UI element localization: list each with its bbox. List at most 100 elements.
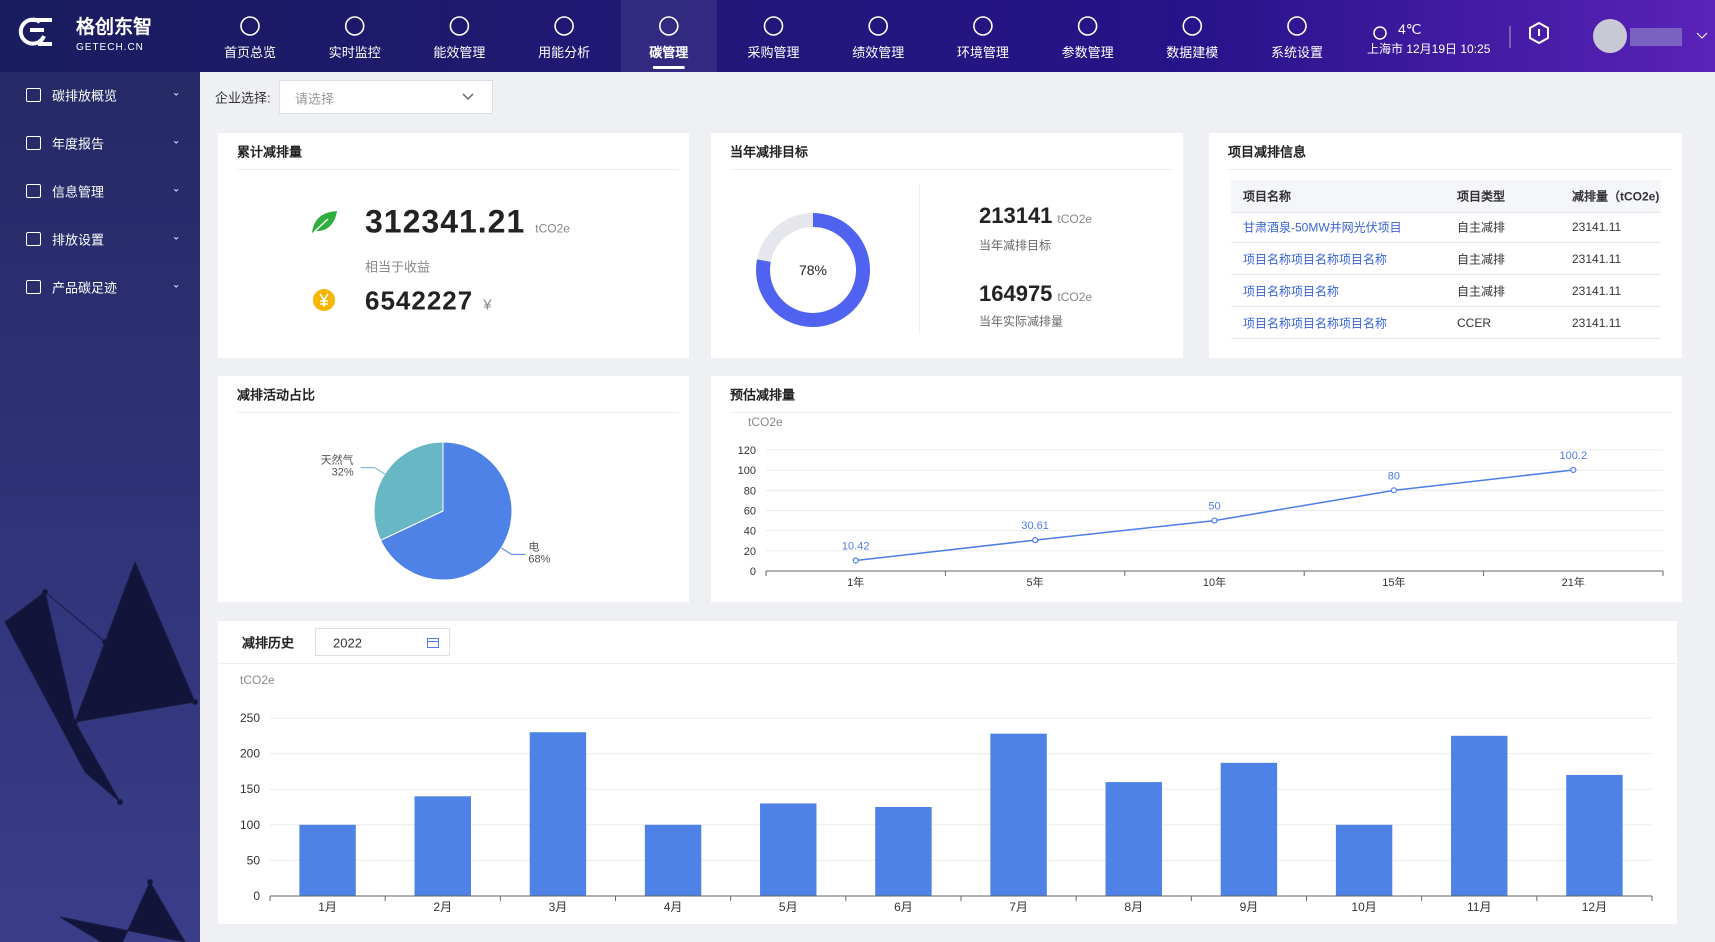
project-link[interactable]: 项目名称项目名称项目名称 xyxy=(1243,252,1388,267)
nav-icon xyxy=(658,16,679,36)
user-chevron[interactable] xyxy=(1696,32,1708,39)
separator xyxy=(730,412,1672,413)
line-point xyxy=(1211,517,1218,524)
line-point xyxy=(1570,466,1577,474)
x-tick-label: 6月 xyxy=(894,900,913,914)
bar xyxy=(644,824,702,896)
x-tick-label: 1月 xyxy=(318,900,337,914)
x-tick-label: 3月 xyxy=(549,900,568,914)
nav-item[interactable]: 能效管理 xyxy=(433,16,485,60)
nav-label: 参数管理 xyxy=(1062,45,1114,60)
sidebar-chevron: ⌄ xyxy=(172,279,181,291)
card-title: 减排活动占比 xyxy=(237,387,316,403)
weather-icon xyxy=(1373,26,1387,40)
bar xyxy=(1451,735,1508,896)
sidebar-item[interactable]: 排放设置 ⌄ xyxy=(0,219,200,259)
bar xyxy=(1566,774,1623,896)
y-tick-label: 60 xyxy=(744,506,756,518)
pie-category: 天然气 xyxy=(321,453,354,467)
y-tick-label: 50 xyxy=(247,853,261,867)
table-header-bg xyxy=(1231,180,1661,213)
x-tick-label: 10月 xyxy=(1351,900,1376,914)
x-tick-label: 11月 xyxy=(1467,900,1491,914)
nav-label: 实时监控 xyxy=(329,45,381,60)
year-picker[interactable]: 2022 xyxy=(315,628,450,656)
nav-item[interactable]: 实时监控 xyxy=(329,16,381,60)
card-title: 项目减排信息 xyxy=(1228,144,1307,160)
row-border xyxy=(1231,306,1661,307)
sidebar-item[interactable]: 年度报告 ⌄ xyxy=(0,123,200,163)
projects-card: 项目减排信息 项目名称 项目类型 减排量（tCO2e) 甘肃酒泉-50MW并网光伏项目… xyxy=(1209,133,1682,358)
header-bg xyxy=(0,0,1715,72)
sidebar-icon xyxy=(26,184,41,198)
table-cell: 自主减排 xyxy=(1457,220,1506,235)
sidebar: 碳排放概览 ⌄ 年度报告 ⌄ 信息管理 ⌄ 排放设置 ⌄ 产品碳足迹 ⌄ xyxy=(0,72,200,942)
x-tick-label: 4月 xyxy=(664,900,683,914)
row-border xyxy=(1231,274,1661,275)
nav-item[interactable]: 用能分析 xyxy=(538,16,590,60)
avatar[interactable] xyxy=(1593,19,1627,53)
line-chart: tCO2e 0 20 40 60 80 100 120 10.42 30.61 50 80 100.2 1… xyxy=(738,415,1664,589)
nav-label: 碳管理 xyxy=(649,45,688,60)
nav-item[interactable]: 数据建模 xyxy=(1166,16,1218,60)
filter-label: 企业选择: xyxy=(215,90,271,106)
unit: tCO2e xyxy=(535,221,570,236)
x-tick-label: 5年 xyxy=(1027,575,1044,589)
sidebar-item[interactable]: 产品碳足迹 ⌄ xyxy=(0,267,200,307)
pie-value-label: 68% xyxy=(528,553,550,565)
nav-item[interactable]: 采购管理 xyxy=(747,16,800,60)
nav-icon xyxy=(1287,16,1307,36)
bar xyxy=(875,807,932,896)
actual-value: 164975 xyxy=(979,281,1053,306)
projects-table: 项目名称 项目类型 减排量（tCO2e) 甘肃酒泉-50MW并网光伏项目 自主减排 231… xyxy=(1231,180,1661,345)
project-link[interactable]: 甘肃酒泉-50MW并网光伏项目 xyxy=(1243,220,1402,235)
x-tick-label: 9月 xyxy=(1240,900,1259,914)
project-link[interactable]: 项目名称项目名称项目名称 xyxy=(1243,316,1388,331)
line-series xyxy=(855,469,1574,562)
sidebar-chevron: ⌄ xyxy=(172,183,181,195)
row-border xyxy=(1231,242,1661,243)
alert-icon[interactable] xyxy=(1529,21,1549,45)
separator xyxy=(218,663,1677,664)
sidebar-label: 信息管理 xyxy=(52,184,105,200)
line-point xyxy=(852,557,859,564)
sidebar-chevron: ⌄ xyxy=(172,87,181,99)
nav-label: 环境管理 xyxy=(957,45,1009,60)
sidebar-icon xyxy=(26,232,41,246)
user-name-blur xyxy=(1630,28,1682,46)
header: 格创东智 GETECH.CN 4℃ 上海市 12月19日 10:25 首页总览 实… xyxy=(0,0,1715,72)
card-title: 当年减排目标 xyxy=(730,144,809,160)
revenue-label: 相当于收益 xyxy=(365,259,431,275)
project-link[interactable]: 项目名称项目名称 xyxy=(1243,284,1340,299)
leader-line xyxy=(500,547,526,555)
select-chevron xyxy=(462,93,474,101)
nav-icon xyxy=(973,16,993,36)
unit: tCO2e xyxy=(1057,290,1093,304)
nav-item[interactable]: 碳管理 xyxy=(620,0,717,72)
nav-label: 首页总览 xyxy=(224,45,276,60)
sidebar-item[interactable]: 碳排放概览 ⌄ xyxy=(0,75,200,115)
logo-icon xyxy=(18,17,52,46)
nav-item[interactable]: 首页总览 xyxy=(224,16,276,60)
table-cell: 23141.11 xyxy=(1572,284,1622,298)
line-point xyxy=(1390,487,1398,494)
nav-label: 数据建模 xyxy=(1166,45,1218,60)
table-header: 减排量（tCO2e) xyxy=(1572,189,1660,204)
nav-item[interactable]: 参数管理 xyxy=(1062,16,1114,60)
nav-item[interactable]: 系统设置 xyxy=(1271,16,1323,60)
sidebar-label: 年度报告 xyxy=(52,136,105,152)
logo-name: 格创东智 xyxy=(76,15,152,38)
sidebar-item[interactable]: 信息管理 ⌄ xyxy=(0,171,200,211)
nav-item[interactable]: 环境管理 xyxy=(957,16,1009,60)
nav-item[interactable]: 绩效管理 xyxy=(852,16,904,60)
sidebar-label: 排放设置 xyxy=(52,232,105,248)
donut-label: 78% xyxy=(799,262,827,278)
sidebar-icon xyxy=(26,280,41,294)
row-border xyxy=(1231,338,1661,339)
data-label: 100.2 xyxy=(1560,450,1588,462)
y-tick-label: 200 xyxy=(240,747,260,761)
company-select[interactable]: 请选择 xyxy=(279,80,493,114)
sidebar-chevron: ⌄ xyxy=(172,135,181,147)
